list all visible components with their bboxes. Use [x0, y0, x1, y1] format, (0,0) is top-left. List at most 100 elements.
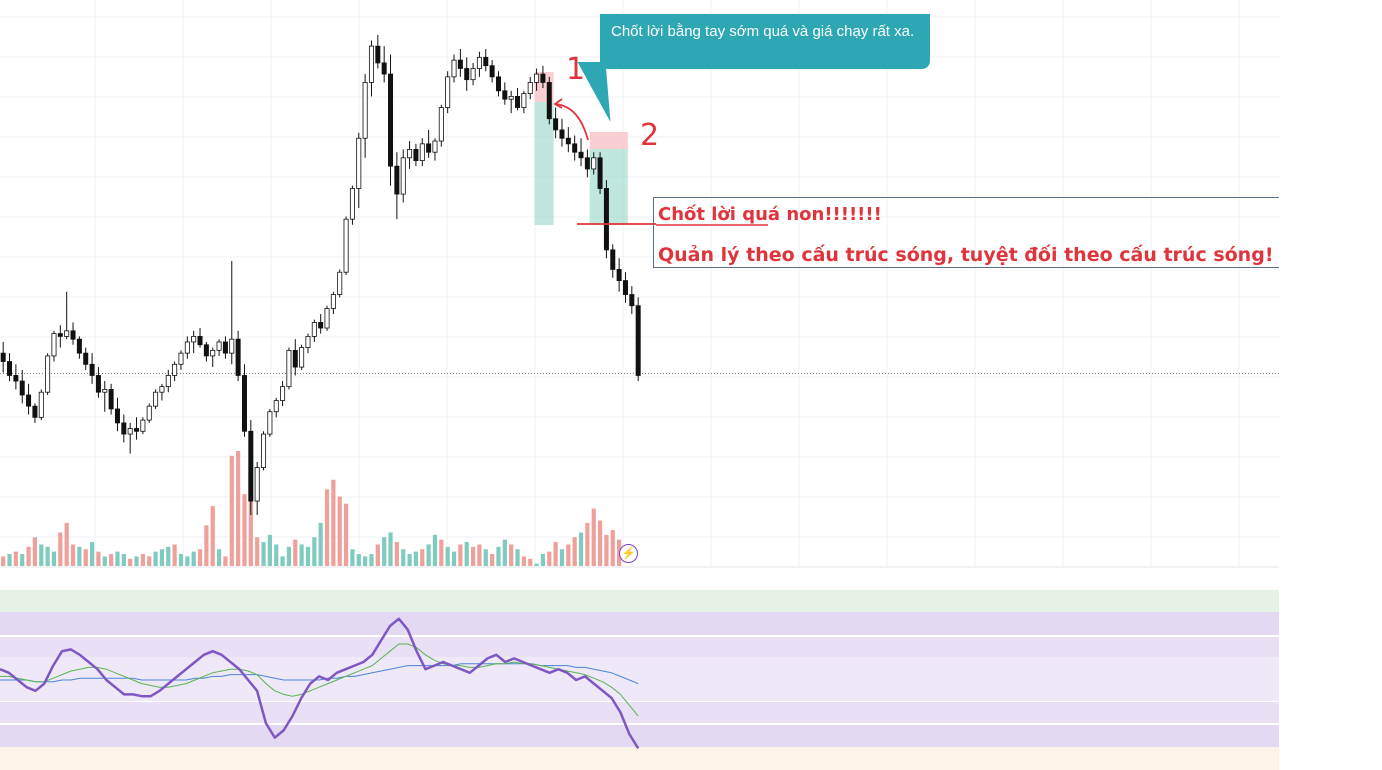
- candle-body: [248, 430, 254, 502]
- volume-bar: [274, 544, 279, 566]
- volume-bar: [64, 522, 69, 566]
- candle-body: [7, 361, 13, 376]
- candle-body: [45, 355, 51, 393]
- candle-body: [445, 76, 451, 108]
- callout-text: Chốt lời bằng tay sớm quá và giá chạy rấ…: [611, 23, 915, 40]
- volume-bar: [255, 537, 260, 566]
- candle-body: [286, 349, 292, 388]
- rsi-mid-upper-band: [0, 637, 1279, 657]
- volume-bar: [286, 546, 292, 566]
- candle-body: [388, 73, 394, 167]
- candle-body: [534, 73, 540, 83]
- note-box[interactable]: Chốt lời quá non!!!!!!! Quản lý theo cấu…: [653, 197, 1279, 268]
- panel-backgrounds: [0, 590, 1279, 770]
- candle-body: [38, 391, 44, 418]
- volume-bar: [248, 477, 253, 566]
- volume-bar: [45, 546, 50, 566]
- rsi-lower-band: [0, 725, 1279, 747]
- candle-body: [191, 335, 197, 343]
- candle-body: [146, 405, 152, 421]
- candle-body: [413, 149, 419, 161]
- volume-bar: [610, 530, 615, 566]
- curved-arrow: [555, 103, 589, 141]
- candle-body: [324, 308, 330, 329]
- lightning-bolt-icon[interactable]: ⚡: [619, 544, 638, 563]
- volume-bar: [178, 554, 184, 566]
- candle-body: [159, 386, 165, 393]
- candle-body: [381, 62, 387, 75]
- volume-bar: [458, 544, 463, 566]
- candle-body: [254, 467, 260, 502]
- volume-bar: [77, 546, 82, 566]
- volume-bar: [128, 558, 133, 566]
- volume-bar: [477, 544, 482, 566]
- volume-bar: [89, 542, 95, 566]
- candle-body: [368, 45, 374, 83]
- volume-bar: [280, 556, 285, 566]
- volume-bars: [1, 451, 622, 566]
- candle-body: [19, 380, 25, 396]
- volume-bar: [439, 539, 444, 566]
- candle-body: [140, 419, 146, 432]
- candle-body: [0, 352, 6, 362]
- candle-body: [438, 107, 444, 142]
- volume-bar: [496, 546, 501, 566]
- chart-grid: [0, 0, 1279, 568]
- candle-body: [261, 433, 267, 468]
- volume-bar: [413, 551, 419, 566]
- candle-body: [616, 269, 622, 281]
- candle-body: [502, 90, 508, 100]
- volume-bar: [172, 544, 177, 566]
- candle-body: [51, 333, 57, 357]
- volume-bar: [597, 520, 603, 566]
- volume-bar: [261, 542, 266, 566]
- volume-bar: [604, 534, 609, 566]
- candle-body: [508, 95, 514, 100]
- candle-body: [203, 344, 209, 357]
- candle-body: [375, 45, 381, 64]
- candle-body: [464, 68, 470, 81]
- callout-bubble[interactable]: Chốt lời bằng tay sớm quá và giá chạy rấ…: [600, 14, 930, 69]
- candle-body: [362, 82, 368, 139]
- volume-bar: [566, 544, 571, 566]
- candle-body: [32, 405, 38, 418]
- candle-body: [489, 65, 495, 78]
- candle-body: [210, 349, 216, 357]
- volume-bar: [299, 544, 304, 566]
- volume-bar: [451, 551, 457, 566]
- candle-body: [483, 56, 489, 67]
- marker-two: 2: [640, 118, 660, 153]
- volume-bar: [324, 489, 330, 566]
- candle-body: [419, 143, 425, 161]
- candle-body: [273, 400, 279, 413]
- volume-bar: [337, 496, 342, 566]
- volume-bar: [547, 551, 552, 566]
- candle-body: [622, 280, 628, 295]
- volume-bar: [553, 542, 558, 566]
- volume-bar: [363, 556, 368, 566]
- candle-body: [216, 341, 222, 351]
- rsi-mid-lower-band: [0, 702, 1279, 723]
- volume-bar: [401, 549, 406, 566]
- volume-bar: [191, 551, 196, 566]
- volume-bar: [166, 546, 171, 566]
- trade-zones: [534, 72, 628, 225]
- candle-body: [299, 347, 305, 368]
- candle-body: [184, 341, 190, 354]
- candle-body: [629, 294, 635, 307]
- candle-body: [108, 389, 114, 410]
- volume-bar: [236, 451, 241, 566]
- volume-bar: [58, 532, 63, 566]
- volume-bar: [445, 546, 450, 566]
- candle-body: [102, 389, 108, 393]
- volume-bar: [51, 551, 57, 566]
- candle-body: [134, 428, 140, 432]
- candle-body: [356, 137, 362, 189]
- candle-body: [64, 330, 70, 337]
- candle-body: [591, 157, 597, 170]
- volume-bar: [305, 546, 311, 566]
- volume-bar: [115, 551, 120, 566]
- volume-bar: [109, 554, 114, 566]
- candle-body: [311, 322, 317, 337]
